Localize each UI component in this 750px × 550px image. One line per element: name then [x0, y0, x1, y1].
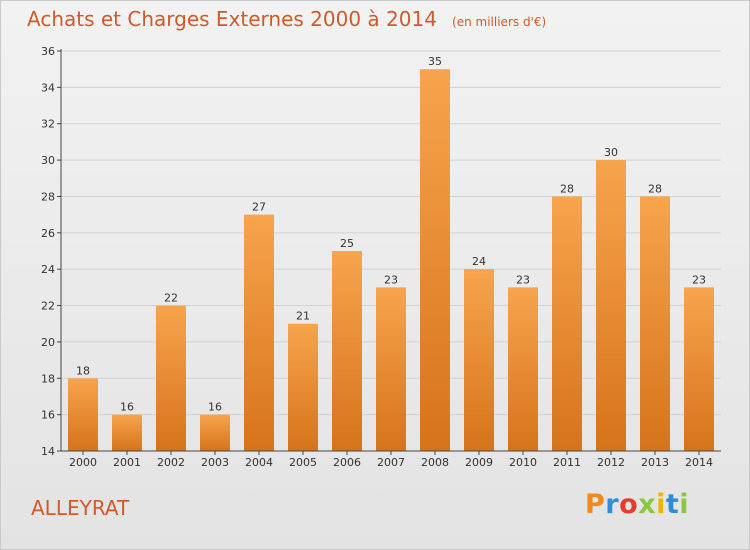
- bar-value-label: 35: [428, 55, 442, 68]
- logo-letter: i: [656, 489, 666, 520]
- bar-value-label: 24: [472, 255, 486, 268]
- x-tick-label: 2009: [465, 456, 493, 469]
- bar-value-label: 28: [560, 182, 574, 195]
- x-tick-label: 2006: [333, 456, 361, 469]
- x-tick-label: 2002: [157, 456, 185, 469]
- x-tick-label: 2014: [685, 456, 713, 469]
- logo-letter: x: [638, 489, 657, 520]
- x-tick-label: 2012: [597, 456, 625, 469]
- bar: [156, 305, 186, 451]
- x-tick-label: 2010: [509, 456, 537, 469]
- title-line: Achats et Charges Externes 2000 à 2014 (…: [27, 7, 546, 31]
- logo-letter: r: [605, 489, 620, 520]
- x-tick-label: 2001: [113, 456, 141, 469]
- bar: [552, 196, 582, 451]
- bars: [68, 69, 714, 451]
- bar-value-label: 22: [164, 292, 178, 305]
- bar: [508, 287, 538, 451]
- labels: 14 16 18 20 22 24 26 28 30 32 34 36 18 2000 16 2001 22 20…: [41, 45, 713, 469]
- bar: [464, 269, 494, 451]
- y-tick-label: 22: [41, 300, 55, 313]
- axes: [57, 49, 721, 455]
- logo-letter: o: [619, 489, 639, 520]
- y-tick-label: 24: [41, 263, 55, 276]
- y-tick-label: 36: [41, 45, 55, 58]
- bar-value-label: 30: [604, 146, 618, 159]
- bar: [376, 287, 406, 451]
- y-tick-label: 34: [41, 81, 55, 94]
- bar-value-label: 23: [384, 273, 398, 286]
- y-tick-label: 20: [41, 336, 55, 349]
- y-tick-label: 32: [41, 118, 55, 131]
- bar-value-label: 25: [340, 237, 354, 250]
- x-tick-label: 2003: [201, 456, 229, 469]
- bar: [684, 287, 714, 451]
- bar: [244, 214, 274, 451]
- commune-name: ALLEYRAT: [31, 496, 130, 520]
- x-tick-label: 2007: [377, 456, 405, 469]
- chart-subtitle: (en milliers d'€): [452, 15, 547, 29]
- chart-title: Achats et Charges Externes 2000 à 2014: [27, 7, 437, 31]
- bar-value-label: 16: [208, 401, 222, 414]
- bar-value-label: 23: [692, 273, 706, 286]
- x-tick-label: 2011: [553, 456, 581, 469]
- bar: [112, 414, 142, 451]
- bar-value-label: 23: [516, 273, 530, 286]
- bar: [288, 323, 318, 451]
- bar-value-label: 18: [76, 364, 90, 377]
- y-tick-label: 30: [41, 154, 55, 167]
- y-tick-label: 18: [41, 372, 55, 385]
- bar: [596, 160, 626, 451]
- bar-value-label: 28: [648, 182, 662, 195]
- x-tick-label: 2013: [641, 456, 669, 469]
- x-tick-label: 2005: [289, 456, 317, 469]
- bar-value-label: 27: [252, 201, 266, 214]
- y-tick-label: 28: [41, 190, 55, 203]
- x-tick-label: 2000: [69, 456, 97, 469]
- y-tick-label: 14: [41, 445, 55, 458]
- bar-value-label: 16: [120, 401, 134, 414]
- logo-letter: P: [585, 489, 606, 520]
- logo-letter: t: [665, 489, 680, 520]
- bar: [420, 69, 450, 451]
- proxiti-logo: Proxiti: [585, 489, 689, 520]
- y-tick-label: 26: [41, 227, 55, 240]
- bar: [640, 196, 670, 451]
- bar: [332, 251, 362, 451]
- bar: [68, 378, 98, 451]
- y-tick-label: 16: [41, 409, 55, 422]
- logo-letter: i: [679, 489, 690, 520]
- bar: [200, 414, 230, 451]
- x-tick-label: 2008: [421, 456, 449, 469]
- bar-value-label: 21: [296, 310, 310, 323]
- x-tick-label: 2004: [245, 456, 273, 469]
